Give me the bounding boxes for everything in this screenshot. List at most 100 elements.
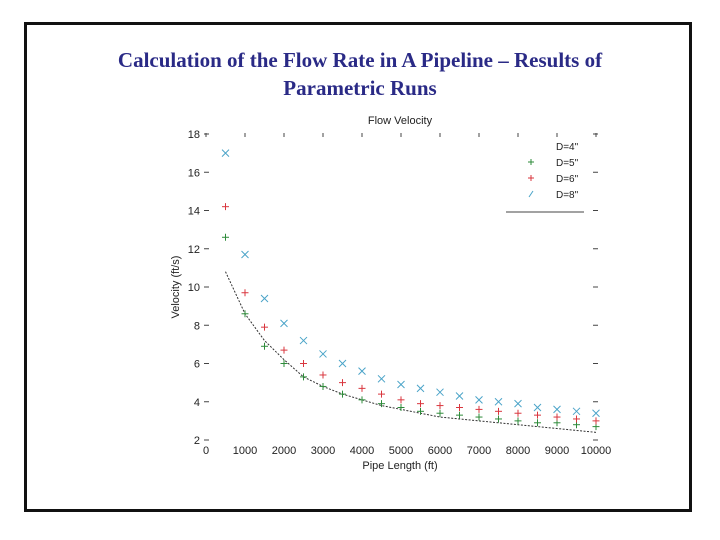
y-axis-label: Velocity (ft/s) [170, 256, 182, 319]
data-point [417, 407, 424, 415]
x-axis-label: Pipe Length (ft) [362, 460, 437, 472]
point-stroke [514, 399, 522, 408]
x-tick-label: 10000 [581, 445, 612, 457]
data-point [534, 419, 541, 427]
point-stroke [475, 395, 483, 404]
data-point [397, 396, 405, 404]
data-point [260, 294, 269, 303]
slide-frame [24, 22, 692, 512]
data-point [299, 336, 308, 345]
x-tick-label: 1000 [233, 445, 257, 457]
legend-label: D=8" [556, 190, 579, 201]
data-point [533, 403, 542, 412]
x-tick-label: 3000 [311, 445, 335, 457]
x-tick-label: 0 [203, 445, 209, 457]
data-point [495, 407, 502, 415]
data-point [222, 203, 229, 211]
legend-label: D=5" [556, 158, 579, 169]
data-point [338, 359, 347, 368]
axis-ticks: 2 4 6 8 10 12 14 16 18 0 1000 2000 3000 4000 5000 6000 7… [188, 129, 612, 457]
point-stroke [299, 336, 308, 345]
series-d8 [221, 149, 600, 418]
data-point [436, 409, 444, 417]
data-point [261, 342, 268, 350]
point-stroke [260, 294, 269, 303]
data-point [475, 405, 483, 413]
point-stroke [494, 397, 503, 406]
data-point [280, 360, 288, 367]
point-stroke [592, 409, 600, 418]
data-point [495, 415, 502, 423]
data-point [261, 323, 268, 331]
data-point [456, 403, 463, 411]
data-point [553, 405, 561, 414]
data-point [572, 407, 581, 416]
data-point [592, 409, 600, 418]
y-tick-label: 10 [188, 282, 200, 294]
data-point [319, 350, 327, 358]
x-tick-label: 9000 [545, 445, 569, 457]
x-tick-label: 6000 [428, 445, 452, 457]
point-stroke [572, 407, 581, 416]
data-point [377, 374, 386, 383]
point-stroke [280, 319, 288, 328]
data-point [319, 382, 327, 390]
data-point [436, 388, 444, 397]
data-point [378, 390, 385, 398]
point-stroke [397, 380, 405, 389]
x-tick-label: 4000 [350, 445, 374, 457]
data-point [221, 149, 230, 157]
data-point [573, 415, 580, 423]
data-point [358, 367, 366, 376]
data-point [241, 310, 249, 318]
slide-title-line-1: Calculation of the Flow Rate in A Pipeli… [117, 48, 603, 72]
legend-label: D=6" [556, 174, 579, 185]
x-tick-label: 7000 [467, 445, 491, 457]
point-stroke [416, 384, 425, 393]
legend-sample [528, 190, 534, 198]
legend-label: D=4" [556, 142, 579, 153]
data-point [300, 360, 307, 367]
y-tick-label: 8 [194, 320, 200, 332]
data-point [455, 392, 464, 400]
point-stroke [533, 403, 542, 412]
data-point [280, 319, 288, 328]
y-tick-label: 14 [188, 206, 200, 218]
data-point [514, 399, 522, 408]
data-marks [221, 149, 600, 433]
point-stroke [377, 374, 386, 383]
point-stroke [553, 405, 561, 414]
data-point [475, 395, 483, 404]
slide-title-line-2: Parametric Runs [283, 76, 437, 100]
data-point [514, 417, 522, 425]
data-point [494, 397, 503, 406]
y-tick-label: 16 [188, 167, 200, 179]
y-tick-label: 12 [188, 244, 200, 256]
point-stroke [241, 250, 249, 259]
data-point [339, 379, 346, 387]
point-stroke [436, 388, 444, 397]
y-tick-label: 18 [188, 129, 200, 141]
x-tick-label: 8000 [506, 445, 530, 457]
series-d5 [222, 233, 600, 431]
chart-title: Flow Velocity [368, 115, 433, 127]
data-point [397, 380, 405, 389]
data-point [241, 289, 249, 297]
data-point [222, 233, 229, 241]
y-tick-label: 2 [194, 435, 200, 447]
data-point [475, 413, 483, 421]
data-point [358, 396, 366, 404]
point-stroke [319, 350, 327, 358]
data-point [456, 411, 463, 419]
data-point [417, 400, 424, 408]
series-line [225, 271, 597, 433]
data-point [378, 400, 385, 408]
data-point [358, 384, 366, 392]
data-point [514, 409, 522, 417]
data-point [339, 390, 346, 398]
series-d4 [225, 271, 597, 433]
slide-title: Calculation of the Flow Rate in A Pipeli… [30, 46, 690, 102]
data-point [280, 346, 288, 354]
point-stroke [358, 367, 366, 376]
